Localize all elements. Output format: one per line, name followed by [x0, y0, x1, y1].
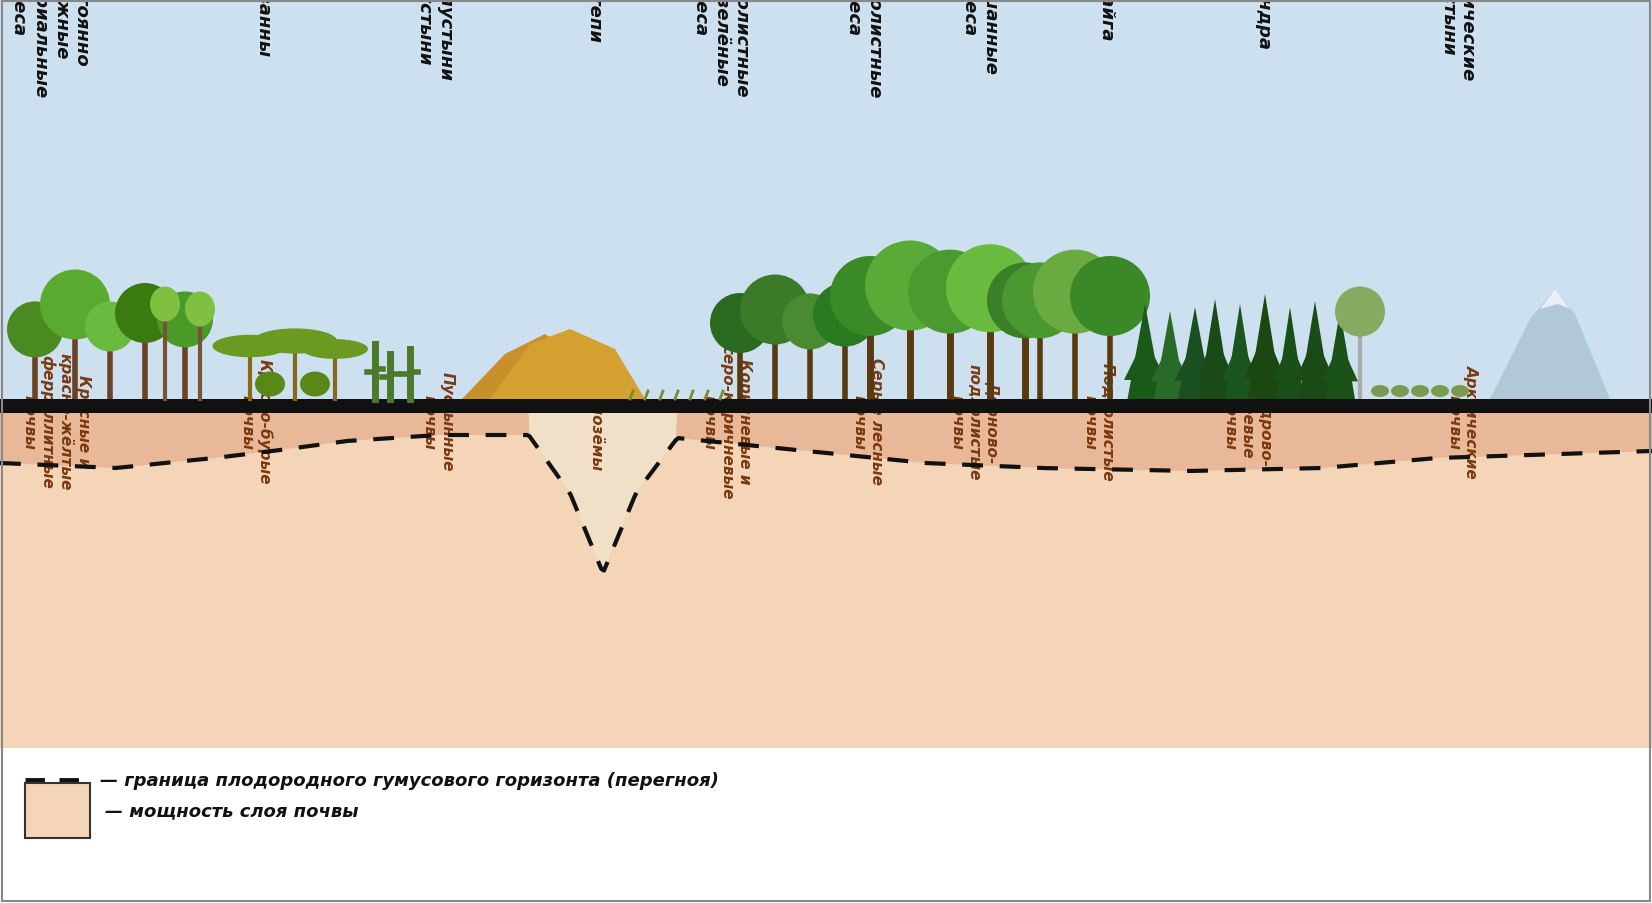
Polygon shape — [1325, 312, 1355, 399]
Text: Степи: Степи — [585, 0, 603, 42]
Ellipse shape — [1032, 250, 1117, 334]
Polygon shape — [1226, 304, 1256, 399]
Ellipse shape — [947, 245, 1034, 333]
Ellipse shape — [1450, 386, 1469, 397]
Ellipse shape — [254, 372, 286, 397]
FancyBboxPatch shape — [0, 0, 1652, 399]
Text: Дерново-
подзолистые
почвы: Дерново- подзолистые почвы — [950, 363, 999, 479]
Polygon shape — [1295, 336, 1335, 380]
Polygon shape — [1247, 294, 1282, 399]
Text: Широколистные
леса: Широколистные леса — [846, 0, 884, 98]
Polygon shape — [1244, 331, 1285, 378]
Text: Жестколистные
вечнозелёные
леса: Жестколистные вечнозелёные леса — [692, 0, 752, 96]
Ellipse shape — [813, 284, 877, 348]
FancyBboxPatch shape — [0, 749, 1652, 903]
Ellipse shape — [866, 241, 955, 331]
Ellipse shape — [84, 303, 135, 352]
Text: Красные и
красно-жёлтые
ферраллитные
почвы: Красные и красно-жёлтые ферраллитные поч… — [21, 353, 91, 490]
Text: — мощность слоя почвы: — мощность слоя почвы — [106, 802, 358, 820]
Ellipse shape — [302, 340, 368, 359]
Ellipse shape — [710, 293, 770, 354]
Text: Красно-бурые
почвы: Красно-бурые почвы — [240, 358, 273, 484]
Polygon shape — [1322, 342, 1358, 382]
Ellipse shape — [1003, 263, 1079, 339]
Polygon shape — [1275, 308, 1303, 399]
Text: Арктические
пустыни: Арктические пустыни — [1441, 0, 1479, 79]
Ellipse shape — [213, 335, 287, 358]
Ellipse shape — [40, 270, 111, 340]
Text: Смешанные
леса: Смешанные леса — [961, 0, 999, 74]
Text: Серые лесные
почвы: Серые лесные почвы — [851, 358, 884, 485]
Polygon shape — [1178, 308, 1213, 399]
Polygon shape — [1222, 338, 1259, 380]
Ellipse shape — [909, 250, 991, 334]
Polygon shape — [0, 414, 1652, 749]
Ellipse shape — [150, 287, 180, 322]
Text: Постоянно
влажные
экваториальные
леса: Постоянно влажные экваториальные леса — [10, 0, 91, 98]
FancyBboxPatch shape — [0, 399, 1652, 414]
Polygon shape — [1298, 302, 1332, 399]
Ellipse shape — [1335, 287, 1384, 337]
Ellipse shape — [301, 372, 330, 397]
Text: Саванны: Саванны — [254, 0, 273, 57]
Ellipse shape — [1431, 386, 1449, 397]
Polygon shape — [1175, 340, 1216, 381]
Polygon shape — [1199, 300, 1231, 399]
Text: Коричневые и
серо-коричневые
почвы: Коричневые и серо-коричневые почвы — [702, 344, 752, 498]
Text: Чернозёмы: Чернозёмы — [586, 371, 603, 471]
Text: Арктические
почвы: Арктические почвы — [1446, 365, 1479, 479]
Text: Тундрово-
глеевые
почвы: Тундрово- глеевые почвы — [1222, 376, 1272, 467]
Ellipse shape — [7, 303, 63, 358]
Ellipse shape — [986, 263, 1062, 339]
Ellipse shape — [829, 256, 910, 337]
Ellipse shape — [1070, 256, 1150, 337]
Polygon shape — [463, 335, 620, 399]
Polygon shape — [1540, 290, 1569, 310]
Polygon shape — [1123, 338, 1166, 380]
Polygon shape — [0, 414, 1652, 571]
Ellipse shape — [253, 329, 337, 354]
Ellipse shape — [157, 292, 213, 348]
Ellipse shape — [740, 275, 809, 345]
Polygon shape — [1151, 342, 1189, 382]
Ellipse shape — [116, 284, 175, 344]
Polygon shape — [1274, 340, 1307, 381]
Polygon shape — [491, 330, 644, 399]
Text: — граница плодородного гумусового горизонта (перегноя): — граница плодородного гумусового горизо… — [101, 771, 719, 789]
Text: Тайга: Тайга — [1097, 0, 1115, 42]
Text: Подзолистые
почвы: Подзолистые почвы — [1082, 362, 1115, 480]
Ellipse shape — [1371, 386, 1389, 397]
Polygon shape — [1490, 290, 1611, 399]
Polygon shape — [529, 414, 677, 571]
Polygon shape — [1128, 304, 1163, 399]
Polygon shape — [1155, 312, 1186, 399]
Ellipse shape — [185, 293, 215, 327]
Text: Тундра: Тундра — [1254, 0, 1272, 50]
Text: Пустынные
почвы: Пустынные почвы — [421, 372, 454, 471]
Ellipse shape — [1411, 386, 1429, 397]
Ellipse shape — [781, 294, 838, 350]
Text: Полупустыни
и пустыни: Полупустыни и пустыни — [416, 0, 454, 81]
Ellipse shape — [1391, 386, 1409, 397]
FancyBboxPatch shape — [25, 783, 89, 838]
Polygon shape — [1196, 335, 1234, 379]
